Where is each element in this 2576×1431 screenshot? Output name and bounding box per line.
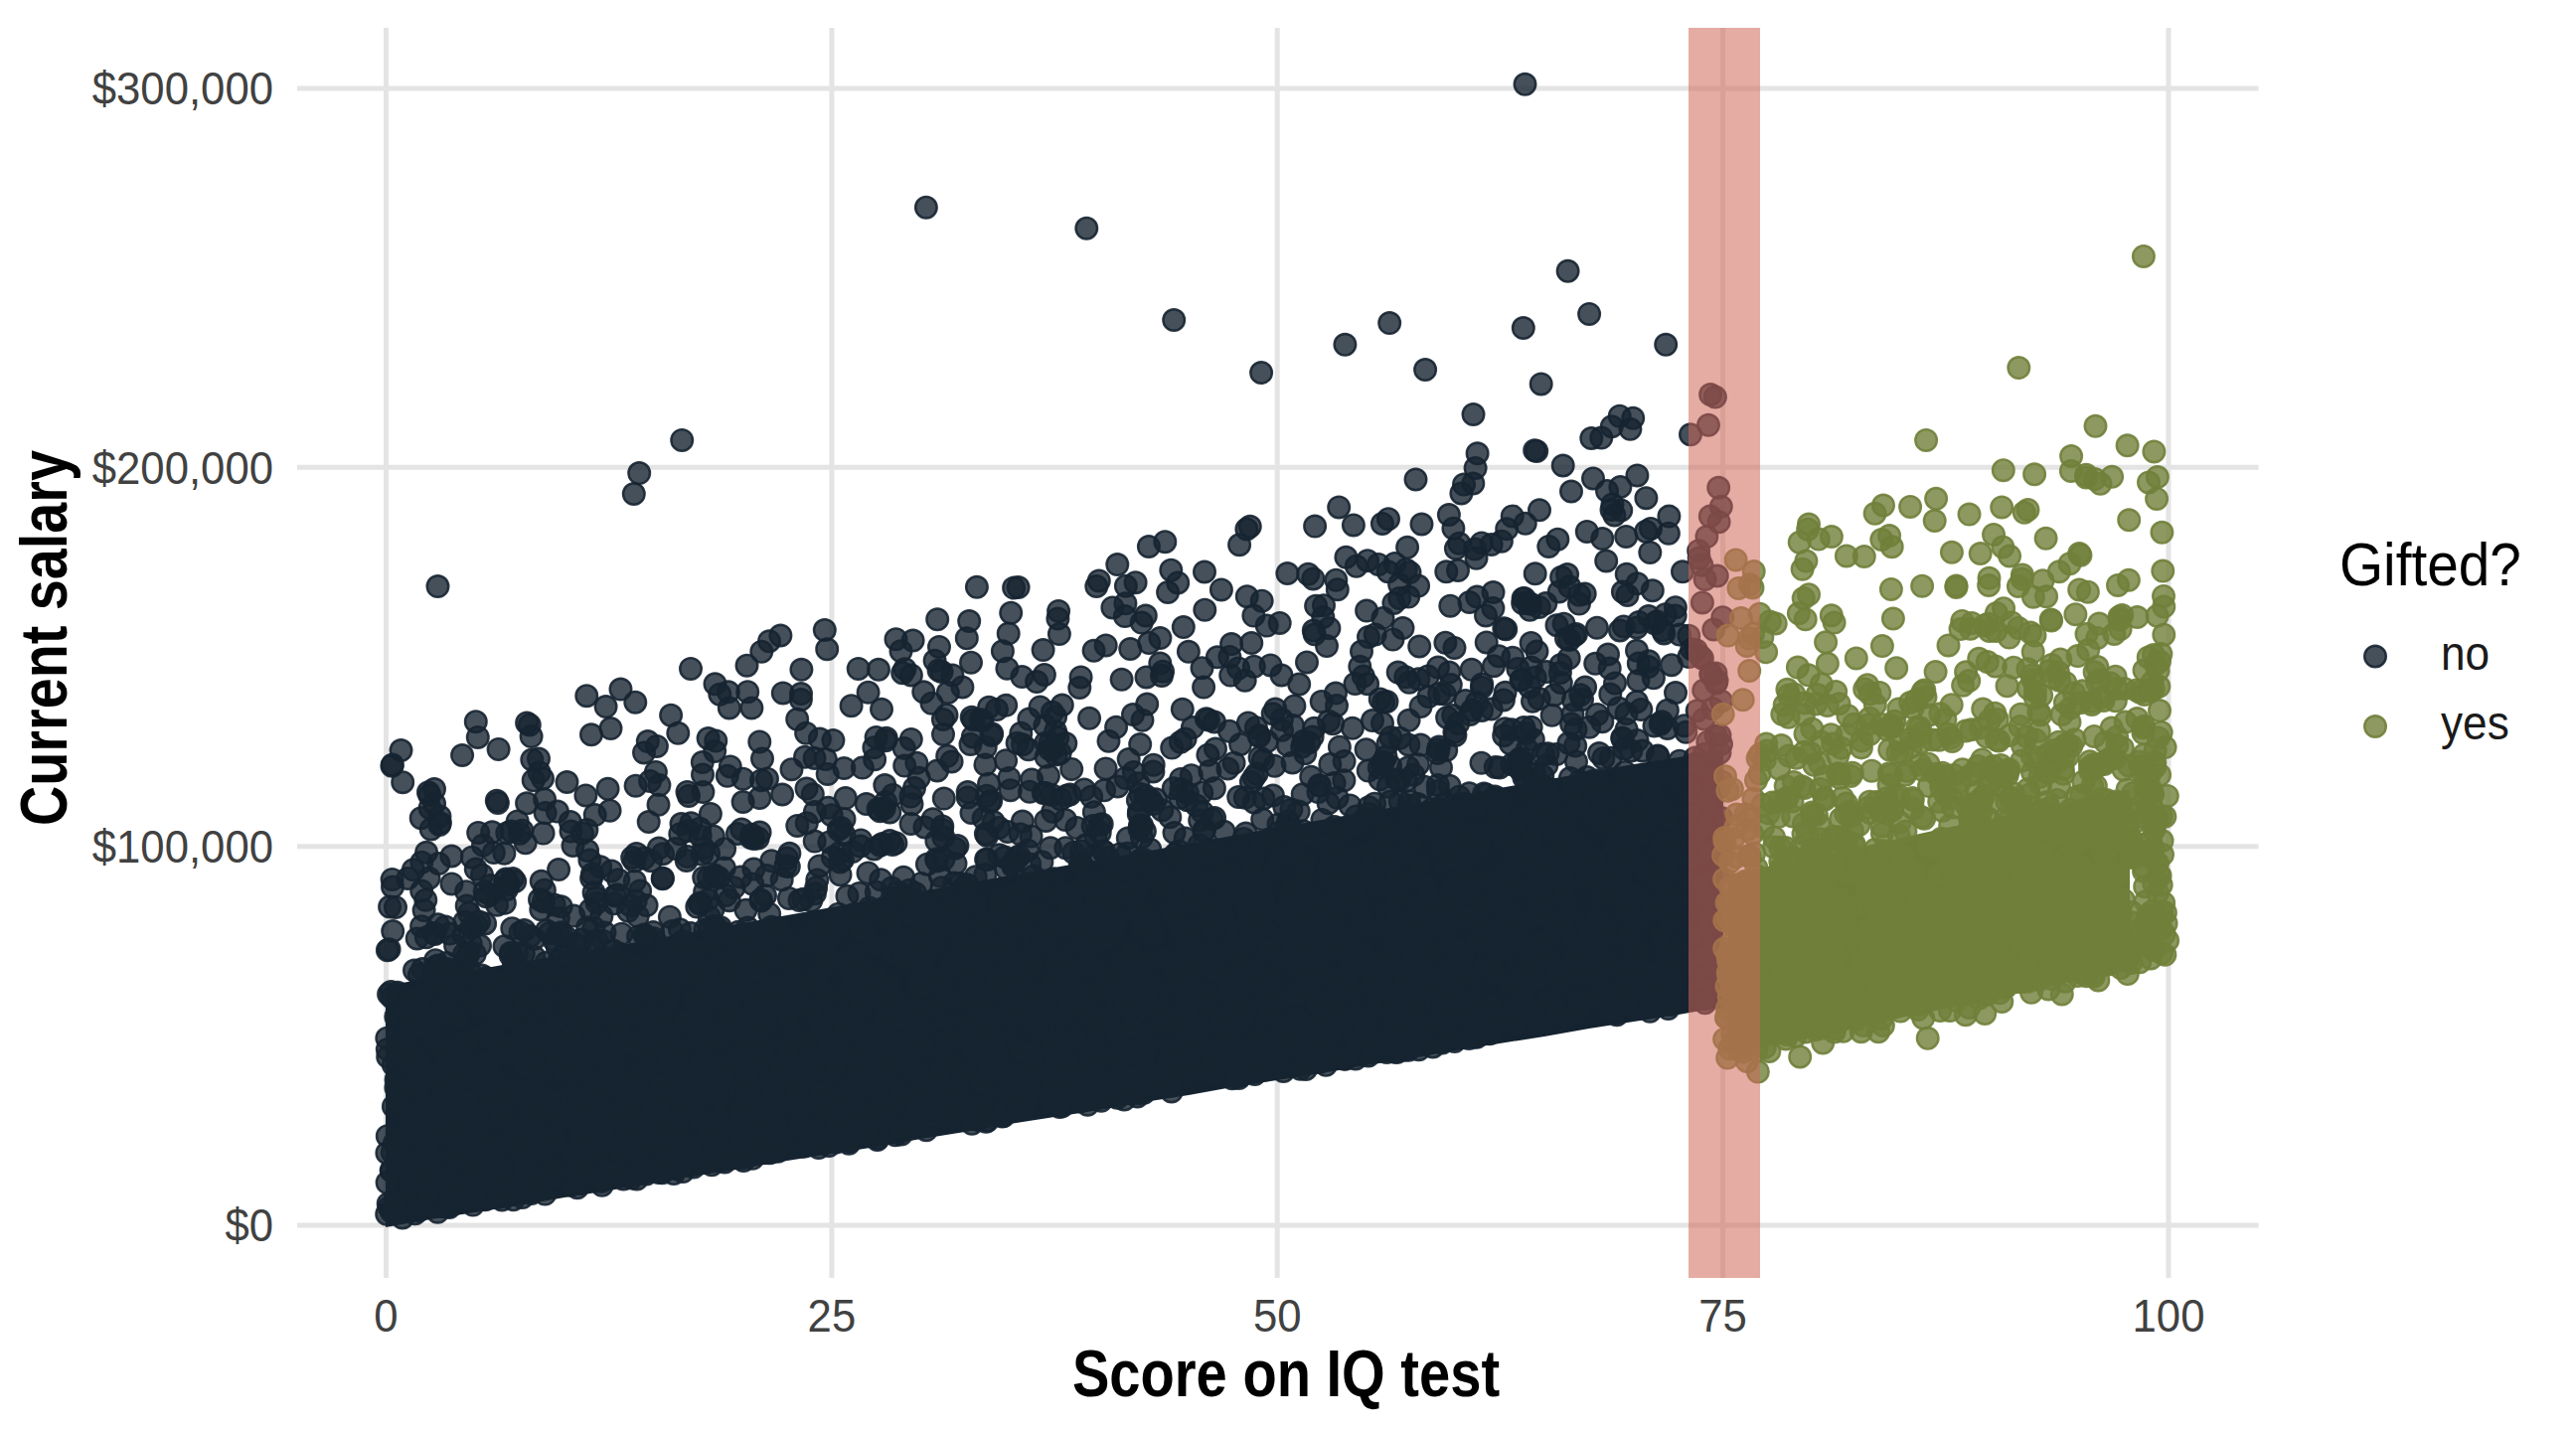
svg-text:$100,000: $100,000 (92, 821, 273, 874)
svg-text:$200,000: $200,000 (92, 441, 273, 494)
svg-text:100: 100 (2133, 1290, 2205, 1343)
svg-text:yes: yes (2441, 696, 2509, 749)
svg-text:0: 0 (374, 1290, 398, 1343)
svg-text:50: 50 (1253, 1290, 1302, 1343)
svg-text:Score on IQ test: Score on IQ test (1072, 1338, 1500, 1410)
svg-text:$0: $0 (225, 1199, 273, 1252)
svg-text:25: 25 (808, 1290, 857, 1343)
svg-text:Current salary: Current salary (8, 450, 80, 826)
svg-text:75: 75 (1698, 1290, 1747, 1343)
svg-text:Gifted?: Gifted? (2339, 531, 2521, 597)
svg-text:no: no (2441, 626, 2490, 680)
svg-text:$300,000: $300,000 (92, 63, 273, 115)
